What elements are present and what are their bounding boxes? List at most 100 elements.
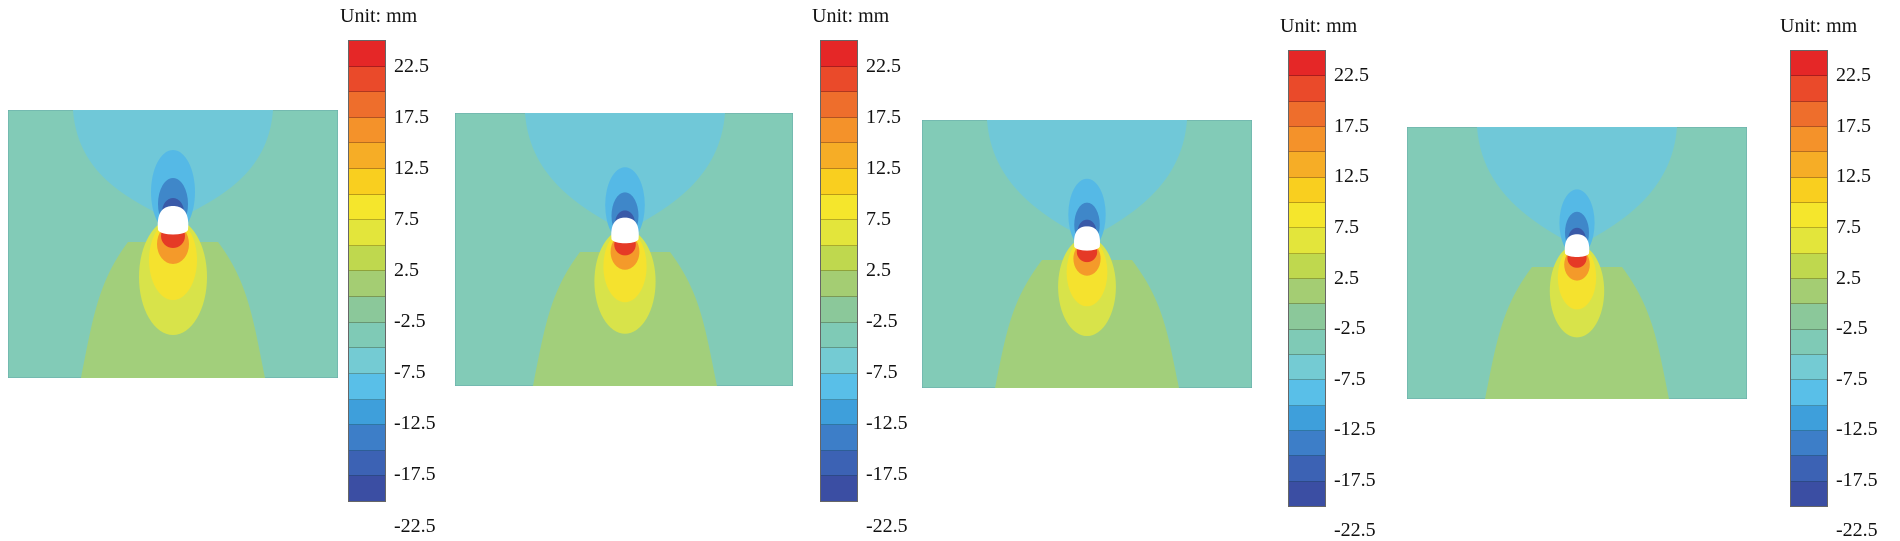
displacement-panel-b: Unit: mm 22.5 17.5 12.5 7.5 2.5 -2.5 -7.5 -12.5 -… — [455, 5, 908, 536]
colorbar-segment — [1289, 481, 1325, 506]
colorbar-tick-label: -22.5 — [1334, 519, 1376, 541]
colorbar-segment — [1289, 101, 1325, 127]
colorbar-segment — [349, 476, 385, 501]
colorbar-segment — [1289, 304, 1325, 330]
colorbar-segment — [349, 245, 385, 272]
colorbar-segment — [1791, 354, 1827, 381]
colorbar-segment — [1289, 354, 1325, 381]
colorbar-segment — [349, 220, 385, 246]
colorbar-tick-label: 22.5 — [866, 54, 901, 77]
colorbar-segment — [821, 373, 857, 400]
colorbar-segment — [349, 348, 385, 374]
colorbar-segment — [1791, 329, 1827, 355]
colorbar-tick-label: -2.5 — [866, 310, 898, 333]
colorbar-segment — [821, 476, 857, 501]
colorbar-segment — [1289, 76, 1325, 102]
colorbar-tick-label: -22.5 — [866, 514, 908, 537]
colorbar-tick-label: -22.5 — [1836, 519, 1878, 541]
contour-plot — [455, 113, 793, 386]
colorbar-segment — [1289, 329, 1325, 355]
colorbar-tick-label: 22.5 — [1836, 64, 1871, 87]
colorbar-tick-label: -22.5 — [394, 514, 436, 537]
colorbar-tick-label: -12.5 — [394, 412, 436, 435]
colorbar-segment — [821, 271, 857, 298]
colorbar-segment — [821, 348, 857, 374]
colorbar-tick-label: 12.5 — [1334, 165, 1369, 188]
colorbar-segment — [821, 399, 857, 426]
colorbar-tick-label: -7.5 — [866, 361, 898, 384]
colorbar-segment — [1791, 380, 1827, 406]
colorbar-segment — [1791, 126, 1827, 153]
colorbar-segment — [349, 169, 385, 195]
displacement-panel-d: Unit: mm 22.5 17.5 12.5 7.5 2.5 -2.5 -7.5 -12.5 -… — [1407, 15, 1878, 540]
colorbar-tick-label: -2.5 — [394, 310, 426, 333]
colorbar-segment — [1289, 380, 1325, 406]
unit-label: Unit: mm — [1780, 15, 1858, 37]
colorbar-segment — [1791, 76, 1827, 102]
colorbar-tick-label: 7.5 — [394, 207, 419, 230]
colorbar-segment — [821, 117, 857, 144]
colorbar-segment — [1791, 405, 1827, 431]
colorbar-tick-label: 2.5 — [1334, 266, 1359, 289]
colorbar-segment — [1289, 152, 1325, 178]
unit-label: Unit: mm — [1280, 15, 1358, 37]
colorbar-segment — [349, 143, 385, 170]
upper-settlement-zone — [1477, 127, 1677, 247]
colorbar-segment — [821, 450, 857, 477]
colorbar-segment — [821, 322, 857, 349]
colorbar-segment — [1791, 481, 1827, 506]
colorbar-segment — [1791, 152, 1827, 178]
colorbar-segment — [1791, 304, 1827, 330]
colorbar-segment — [349, 66, 385, 93]
colorbar-segment — [1791, 456, 1827, 482]
colorbar-tick-label: 7.5 — [866, 207, 891, 230]
tunnel-opening — [157, 206, 189, 235]
colorbar-segment — [349, 425, 385, 451]
colorbar-tick-label: 12.5 — [1836, 165, 1871, 188]
colorbar-segment — [1791, 202, 1827, 229]
tunnel-opening — [1564, 234, 1590, 257]
tunnel-opening — [1074, 226, 1100, 251]
colorbar-segment — [1289, 51, 1325, 77]
colorbar-segment — [1791, 430, 1827, 457]
colorbar-tick-label: -17.5 — [394, 463, 436, 486]
contour-plot — [1407, 127, 1747, 399]
colorbar-tick-label: 12.5 — [394, 156, 429, 179]
colorbar-segment — [1791, 177, 1827, 203]
colorbar-segment — [1791, 51, 1827, 77]
colorbar-segment — [349, 450, 385, 477]
unit-label: Unit: mm — [340, 5, 418, 27]
colorbar-segment — [349, 117, 385, 144]
colorbar-segment — [821, 66, 857, 93]
colorbar-tick-label: 2.5 — [394, 259, 419, 281]
colorbar-tick-label: 7.5 — [1334, 215, 1359, 238]
colorbar-tick-label: 17.5 — [1836, 114, 1871, 137]
colorbar-tick-label: 22.5 — [1334, 64, 1369, 87]
colorbar-segment — [821, 297, 857, 323]
colorbar-tick-label: -12.5 — [1334, 418, 1376, 441]
colorbar-tick-label: -17.5 — [1836, 468, 1878, 491]
displacement-panel-c: Unit: mm 22.5 17.5 12.5 7.5 2.5 -2.5 -7.5 -12.5 -… — [922, 15, 1376, 540]
colorbar-tick-label: -12.5 — [1836, 418, 1878, 441]
contour-plot — [8, 110, 338, 378]
colorbar-tick-label: 7.5 — [1836, 215, 1861, 238]
colorbar-tick-label: -12.5 — [866, 412, 908, 435]
colorbar-segment — [349, 271, 385, 298]
colorbar-segment — [1289, 278, 1325, 305]
colorbar-segment — [821, 245, 857, 272]
colorbar-segment — [349, 373, 385, 400]
colorbar-segment — [821, 143, 857, 170]
colorbar-tick-label: -7.5 — [394, 361, 426, 384]
colorbar-tick-label: 17.5 — [866, 105, 901, 128]
colorbar-tick-label: 12.5 — [866, 156, 901, 179]
colorbar — [348, 40, 386, 502]
contour-plot — [922, 120, 1252, 388]
colorbar-segment — [1791, 101, 1827, 127]
colorbar-tick-label: -17.5 — [866, 463, 908, 486]
colorbar-segment — [1791, 278, 1827, 305]
colorbar-tick-label: -17.5 — [1334, 468, 1376, 491]
colorbar — [1790, 50, 1828, 507]
colorbar-segment — [349, 399, 385, 426]
colorbar-tick-label: -2.5 — [1334, 317, 1366, 340]
colorbar-tick-label: 2.5 — [1836, 266, 1861, 289]
